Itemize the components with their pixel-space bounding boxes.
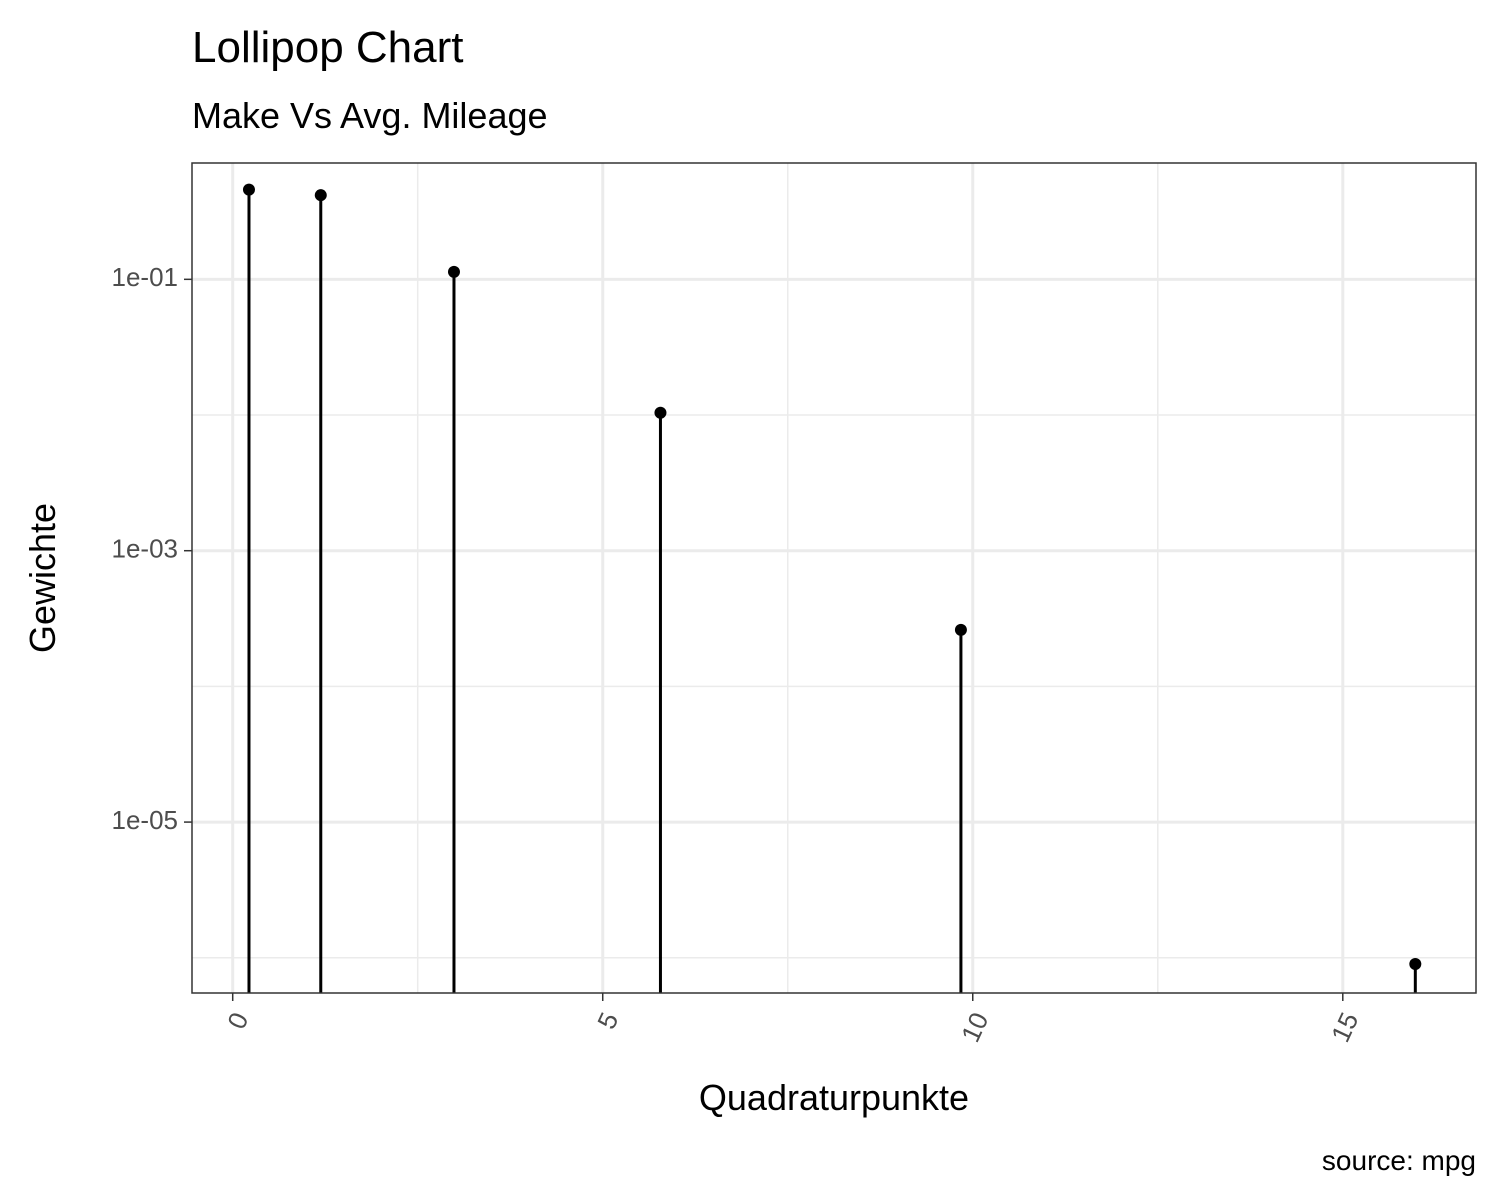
panel-border <box>191 162 1477 994</box>
x-axis-ticks: 0 5 10 15 <box>221 993 1364 1047</box>
lollipop-stems <box>247 189 1417 993</box>
chart-title: Lollipop Chart <box>192 23 464 72</box>
major-gridlines <box>192 163 1476 993</box>
y-tick-label: 1e-05 <box>112 805 179 835</box>
x-tick-label: 10 <box>955 1008 994 1047</box>
lollipop-point <box>954 623 967 636</box>
x-axis-label: Quadraturpunkte <box>699 1077 969 1118</box>
lollipop-points <box>242 183 1422 970</box>
lollipop-point <box>1409 957 1422 970</box>
x-tick-label: 0 <box>221 1008 254 1034</box>
y-axis-label: Gewichte <box>22 503 63 653</box>
y-tick-label: 1e-01 <box>112 262 179 292</box>
x-tick-label: 15 <box>1325 1008 1364 1047</box>
chart-subtitle: Make Vs Avg. Mileage <box>192 95 548 136</box>
lollipop-point <box>242 183 255 196</box>
lollipop-point <box>654 406 667 419</box>
y-axis-ticks: 1e-01 1e-03 1e-05 <box>112 262 192 835</box>
x-tick-label: 5 <box>591 1008 624 1034</box>
lollipop-point <box>447 265 460 278</box>
minor-gridlines <box>192 163 1476 993</box>
chart-caption: source: mpg <box>1322 1145 1476 1176</box>
y-tick-label: 1e-03 <box>112 534 179 564</box>
lollipop-point <box>314 189 327 202</box>
